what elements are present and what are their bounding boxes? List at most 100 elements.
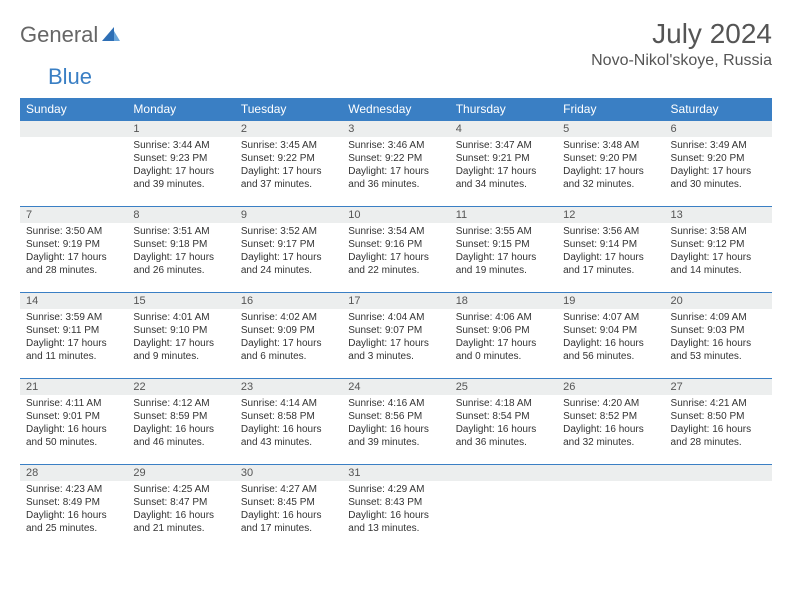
calendar-day-cell: 9Sunrise: 3:52 AMSunset: 9:17 PMDaylight… (235, 206, 342, 292)
sunrise-text: Sunrise: 4:23 AM (26, 483, 121, 496)
sunset-text: Sunset: 8:43 PM (348, 496, 443, 509)
daylight-text-2: and 28 minutes. (26, 264, 121, 277)
day-number: 28 (20, 464, 127, 481)
day-number: 27 (665, 378, 772, 395)
sunset-text: Sunset: 9:20 PM (563, 152, 658, 165)
logo-text-blue: Blue (48, 64, 92, 90)
daylight-text-2: and 37 minutes. (241, 178, 336, 191)
day-number: 25 (450, 378, 557, 395)
weekday-header: Tuesday (235, 98, 342, 120)
daylight-text-2: and 32 minutes. (563, 436, 658, 449)
calendar-empty-cell (557, 464, 664, 550)
sunset-text: Sunset: 8:52 PM (563, 410, 658, 423)
weekday-header: Wednesday (342, 98, 449, 120)
daylight-text-1: Daylight: 16 hours (456, 423, 551, 436)
logo: General (20, 18, 122, 48)
calendar-day-cell: 12Sunrise: 3:56 AMSunset: 9:14 PMDayligh… (557, 206, 664, 292)
sunrise-text: Sunrise: 3:46 AM (348, 139, 443, 152)
daylight-text-2: and 17 minutes. (241, 522, 336, 535)
daylight-text-1: Daylight: 16 hours (348, 423, 443, 436)
daylight-text-1: Daylight: 16 hours (133, 423, 228, 436)
daylight-text-2: and 6 minutes. (241, 350, 336, 363)
sunrise-text: Sunrise: 4:07 AM (563, 311, 658, 324)
daylight-text-1: Daylight: 17 hours (26, 251, 121, 264)
day-number: 5 (557, 120, 664, 137)
day-body: Sunrise: 4:01 AMSunset: 9:10 PMDaylight:… (127, 309, 234, 367)
daylight-text-2: and 32 minutes. (563, 178, 658, 191)
daylight-text-1: Daylight: 17 hours (563, 165, 658, 178)
daylight-text-2: and 13 minutes. (348, 522, 443, 535)
day-body (450, 481, 557, 487)
logo-sail-icon (100, 25, 122, 45)
day-body: Sunrise: 3:52 AMSunset: 9:17 PMDaylight:… (235, 223, 342, 281)
calendar-day-cell: 6Sunrise: 3:49 AMSunset: 9:20 PMDaylight… (665, 120, 772, 206)
daylight-text-1: Daylight: 17 hours (133, 165, 228, 178)
day-number: 30 (235, 464, 342, 481)
calendar-day-cell: 17Sunrise: 4:04 AMSunset: 9:07 PMDayligh… (342, 292, 449, 378)
calendar-day-cell: 3Sunrise: 3:46 AMSunset: 9:22 PMDaylight… (342, 120, 449, 206)
day-body: Sunrise: 3:49 AMSunset: 9:20 PMDaylight:… (665, 137, 772, 195)
calendar-day-cell: 5Sunrise: 3:48 AMSunset: 9:20 PMDaylight… (557, 120, 664, 206)
sunrise-text: Sunrise: 4:09 AM (671, 311, 766, 324)
sunrise-text: Sunrise: 4:16 AM (348, 397, 443, 410)
calendar-day-cell: 15Sunrise: 4:01 AMSunset: 9:10 PMDayligh… (127, 292, 234, 378)
calendar-week-row: 1Sunrise: 3:44 AMSunset: 9:23 PMDaylight… (20, 120, 772, 206)
sunset-text: Sunset: 9:09 PM (241, 324, 336, 337)
calendar-week-row: 7Sunrise: 3:50 AMSunset: 9:19 PMDaylight… (20, 206, 772, 292)
weekday-header: Thursday (450, 98, 557, 120)
day-number: 29 (127, 464, 234, 481)
sunrise-text: Sunrise: 4:27 AM (241, 483, 336, 496)
daylight-text-2: and 39 minutes. (348, 436, 443, 449)
day-body: Sunrise: 3:58 AMSunset: 9:12 PMDaylight:… (665, 223, 772, 281)
sunrise-text: Sunrise: 3:48 AM (563, 139, 658, 152)
day-body: Sunrise: 4:12 AMSunset: 8:59 PMDaylight:… (127, 395, 234, 453)
calendar-day-cell: 4Sunrise: 3:47 AMSunset: 9:21 PMDaylight… (450, 120, 557, 206)
day-number: 24 (342, 378, 449, 395)
calendar-day-cell: 27Sunrise: 4:21 AMSunset: 8:50 PMDayligh… (665, 378, 772, 464)
sunrise-text: Sunrise: 4:18 AM (456, 397, 551, 410)
day-body: Sunrise: 3:48 AMSunset: 9:20 PMDaylight:… (557, 137, 664, 195)
daylight-text-2: and 36 minutes. (348, 178, 443, 191)
sunrise-text: Sunrise: 4:11 AM (26, 397, 121, 410)
sunrise-text: Sunrise: 3:49 AM (671, 139, 766, 152)
day-number: 26 (557, 378, 664, 395)
daylight-text-2: and 43 minutes. (241, 436, 336, 449)
day-number: 7 (20, 206, 127, 223)
daylight-text-2: and 28 minutes. (671, 436, 766, 449)
day-body: Sunrise: 4:21 AMSunset: 8:50 PMDaylight:… (665, 395, 772, 453)
day-body: Sunrise: 3:59 AMSunset: 9:11 PMDaylight:… (20, 309, 127, 367)
day-body: Sunrise: 4:06 AMSunset: 9:06 PMDaylight:… (450, 309, 557, 367)
daylight-text-2: and 0 minutes. (456, 350, 551, 363)
sunset-text: Sunset: 9:16 PM (348, 238, 443, 251)
day-body: Sunrise: 4:02 AMSunset: 9:09 PMDaylight:… (235, 309, 342, 367)
weekday-header: Sunday (20, 98, 127, 120)
day-number: 16 (235, 292, 342, 309)
daylight-text-2: and 25 minutes. (26, 522, 121, 535)
daylight-text-1: Daylight: 17 hours (348, 251, 443, 264)
day-body: Sunrise: 3:46 AMSunset: 9:22 PMDaylight:… (342, 137, 449, 195)
calendar-day-cell: 1Sunrise: 3:44 AMSunset: 9:23 PMDaylight… (127, 120, 234, 206)
sunrise-text: Sunrise: 3:44 AM (133, 139, 228, 152)
sunset-text: Sunset: 9:22 PM (241, 152, 336, 165)
sunset-text: Sunset: 9:19 PM (26, 238, 121, 251)
calendar-day-cell: 29Sunrise: 4:25 AMSunset: 8:47 PMDayligh… (127, 464, 234, 550)
day-number: 6 (665, 120, 772, 137)
daylight-text-2: and 50 minutes. (26, 436, 121, 449)
daylight-text-1: Daylight: 17 hours (241, 337, 336, 350)
daylight-text-1: Daylight: 17 hours (133, 337, 228, 350)
calendar-day-cell: 2Sunrise: 3:45 AMSunset: 9:22 PMDaylight… (235, 120, 342, 206)
sunset-text: Sunset: 8:45 PM (241, 496, 336, 509)
day-number: 23 (235, 378, 342, 395)
daylight-text-1: Daylight: 16 hours (348, 509, 443, 522)
sunrise-text: Sunrise: 4:20 AM (563, 397, 658, 410)
sunset-text: Sunset: 8:54 PM (456, 410, 551, 423)
sunrise-text: Sunrise: 3:51 AM (133, 225, 228, 238)
day-number: 18 (450, 292, 557, 309)
daylight-text-2: and 30 minutes. (671, 178, 766, 191)
sunrise-text: Sunrise: 4:14 AM (241, 397, 336, 410)
sunrise-text: Sunrise: 3:50 AM (26, 225, 121, 238)
location: Novo-Nikol'skoye, Russia (591, 52, 772, 70)
day-body (557, 481, 664, 487)
sunset-text: Sunset: 9:14 PM (563, 238, 658, 251)
day-number: 11 (450, 206, 557, 223)
